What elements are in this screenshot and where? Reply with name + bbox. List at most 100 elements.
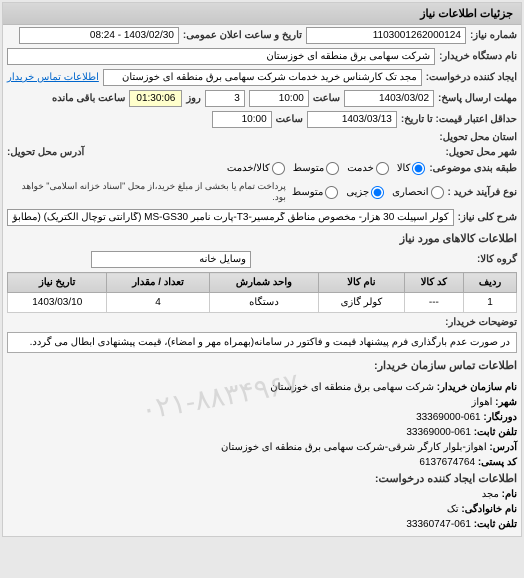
postal-label: کد پستی:: [478, 457, 517, 468]
row-subject: شرح کلی نیاز:: [3, 207, 521, 228]
process-radios: انحصاری جزیی متوسط: [292, 186, 444, 199]
th-0: ردیف: [464, 273, 517, 293]
requester-input[interactable]: [103, 69, 422, 86]
fax-value: 061-33369000: [416, 412, 481, 423]
row-delivery-city: شهر محل تحویل: آدرس محل تحویل:: [3, 145, 521, 160]
radio-average[interactable]: متوسط: [293, 162, 339, 175]
row-requester: ایجاد کننده درخواست: اطلاعات تماس خریدار: [3, 67, 521, 88]
contact-section: نام سازمان خریدار: شرکت سهامی برق منطقه …: [3, 376, 521, 536]
deadline-label: مهلت ارسال پاسخ:: [438, 93, 517, 104]
process-type-label: نوع فرآیند خرید :: [448, 187, 517, 198]
family-label: نام خانوادگی:: [461, 504, 517, 515]
request-number-input[interactable]: [306, 27, 466, 44]
goods-group-input[interactable]: [91, 251, 251, 268]
org-name-value: شرکت سهامی برق منطقه ای خوزستان: [270, 382, 434, 393]
radio-partial[interactable]: جزیی: [346, 186, 384, 199]
contact-org: نام سازمان خریدار: شرکت سهامی برق منطقه …: [7, 380, 517, 395]
goods-group-label: گروه کالا:: [477, 254, 517, 265]
th-1: کد کالا: [404, 273, 463, 293]
table-container: ردیف کد کالا نام کالا واحد شمارش تعداد /…: [3, 270, 521, 315]
contact-family: نام خانوادگی: تک: [7, 502, 517, 517]
deadline-hour-input[interactable]: [249, 90, 309, 107]
th-2: نام کالا: [319, 273, 404, 293]
contact-section-title: اطلاعات تماس سازمان خریدار:: [3, 355, 521, 376]
phone-label: تلفن ثابت:: [474, 427, 517, 438]
table-header-row: ردیف کد کالا نام کالا واحد شمارش تعداد /…: [8, 273, 517, 293]
deadline-days-input[interactable]: [205, 90, 245, 107]
city-label: شهر:: [495, 397, 517, 408]
delivery-state-label: استان محل تحویل:: [439, 132, 517, 143]
radio-average-input[interactable]: [326, 162, 339, 175]
request-number-label: شماره نیاز:: [470, 30, 517, 41]
buyer-notes-label: توضیحات خریدار:: [445, 317, 517, 328]
announce-datetime-label: تاریخ و ساعت اعلان عمومی:: [183, 30, 302, 41]
deadline-date-input[interactable]: [344, 90, 434, 107]
hour-label-1: ساعت: [313, 93, 340, 104]
contact-fax: دورنگار: 061-33369000: [7, 410, 517, 425]
radio-cash[interactable]: کالا/خدمت: [227, 162, 285, 175]
subject-label: شرح کلی نیاز:: [458, 212, 517, 223]
postal-value: 6137674764: [419, 457, 475, 468]
row-goods-group: گروه کالا:: [3, 249, 521, 270]
radio-goods-input[interactable]: [412, 162, 425, 175]
contact-req-name: نام: مجد: [7, 487, 517, 502]
announce-datetime-input[interactable]: [19, 27, 179, 44]
td-4: 4: [107, 293, 209, 313]
panel-header: جزئیات اطلاعات نیاز: [3, 3, 521, 25]
th-5: تاریخ نیاز: [8, 273, 107, 293]
contact-postal: کد پستی: 6137674764: [7, 455, 517, 470]
req-phone-label: تلفن ثابت:: [474, 519, 517, 530]
contact-address: آدرس: اهواز-بلوار کارگر شرقی-شرکت سهامی …: [7, 440, 517, 455]
contact-city: شهر: اهواز: [7, 395, 517, 410]
req-name-label: نام:: [502, 489, 517, 500]
radio-goods[interactable]: کالا: [397, 162, 426, 175]
address-value: اهواز-بلوار کارگر شرقی-شرکت سهامی برق من…: [221, 442, 487, 453]
contact-link[interactable]: اطلاعات تماس خریدار: [7, 72, 99, 83]
delivery-city-label: شهر محل تحویل:: [445, 147, 517, 158]
panel-title: جزئیات اطلاعات نیاز: [420, 8, 513, 20]
requester-section-title: اطلاعات ایجاد کننده درخواست:: [7, 470, 517, 487]
hour-label-2: ساعت: [276, 114, 303, 125]
req-phone-value: 061-33360747: [406, 519, 471, 530]
delivery-address-label: آدرس محل تحویل:: [7, 147, 84, 158]
req-name-value: مجد: [482, 489, 499, 500]
radio-exclusive[interactable]: انحصاری: [392, 186, 443, 199]
radio-medium[interactable]: متوسط: [292, 186, 338, 199]
row-buyer-device: نام دستگاه خریدار:: [3, 46, 521, 67]
validity-label: حداقل اعتبار قیمت: تا تاریخ:: [401, 114, 517, 125]
remaining-time: 01:30:06: [129, 90, 182, 107]
td-5: 1403/03/10: [8, 293, 107, 313]
td-1: ---: [404, 293, 463, 313]
radio-medium-input[interactable]: [325, 186, 338, 199]
table-row[interactable]: 1 --- کولر گازی دستگاه 4 1403/03/10: [8, 293, 517, 313]
fax-label: دورنگار:: [483, 412, 517, 423]
row-deadline: مهلت ارسال پاسخ: ساعت روز 01:30:06 ساعت …: [3, 88, 521, 109]
process-note: پرداخت تمام یا بخشی از مبلغ خرید،از محل …: [7, 179, 288, 205]
address-label: آدرس:: [489, 442, 517, 453]
td-3: دستگاه: [209, 293, 319, 313]
days-label: روز: [186, 93, 201, 104]
radio-exclusive-input[interactable]: [431, 186, 444, 199]
contact-phone: تلفن ثابت: 061-33369000: [7, 425, 517, 440]
td-2: کولر گازی: [319, 293, 404, 313]
family-value: تک: [447, 504, 459, 515]
validity-date-input[interactable]: [307, 111, 397, 128]
radio-cash-input[interactable]: [272, 162, 285, 175]
th-3: واحد شمارش: [209, 273, 319, 293]
row-process-type: نوع فرآیند خرید : انحصاری جزیی متوسط پرد…: [3, 177, 521, 207]
row-delivery-state: استان محل تحویل:: [3, 130, 521, 145]
goods-info-title: اطلاعات کالاهای مورد نیاز: [3, 228, 521, 249]
radio-service-input[interactable]: [376, 162, 389, 175]
subject-input[interactable]: [7, 209, 454, 226]
phone-value: 061-33369000: [406, 427, 471, 438]
radio-partial-input[interactable]: [371, 186, 384, 199]
buyer-device-input[interactable]: [7, 48, 435, 65]
org-name-label: نام سازمان خریدار:: [437, 382, 517, 393]
validity-hour-input[interactable]: [212, 111, 272, 128]
td-0: 1: [464, 293, 517, 313]
classification-label: طبقه بندی موضوعی:: [429, 163, 517, 174]
row-validity: حداقل اعتبار قیمت: تا تاریخ: ساعت: [3, 109, 521, 130]
remaining-label: ساعت باقی مانده: [52, 93, 125, 104]
radio-service[interactable]: خدمت: [347, 162, 389, 175]
row-request-number: شماره نیاز: تاریخ و ساعت اعلان عمومی:: [3, 25, 521, 46]
